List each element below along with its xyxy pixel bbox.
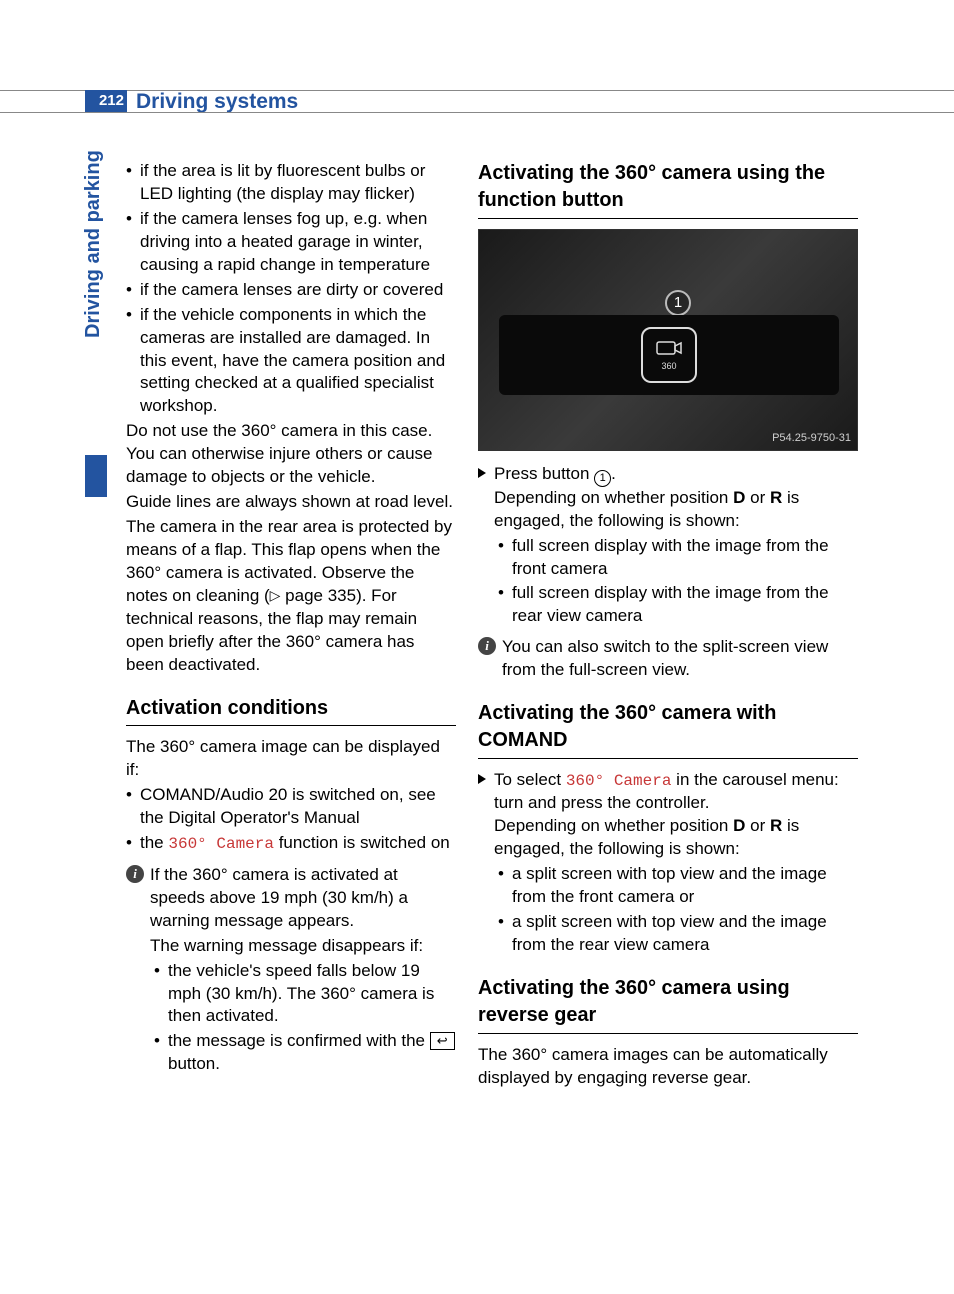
section-heading: Activating the 360° camera using the fun…	[478, 160, 858, 219]
note-list: the vehicle's speed falls below 19 mph (…	[150, 960, 456, 1077]
list-item: if the camera lenses are dirty or covere…	[126, 279, 456, 302]
image-caption: P54.25-9750-31	[772, 431, 851, 446]
section-heading: Activating the 360° camera using reverse…	[478, 975, 858, 1034]
text-run: the message is confirmed with the	[168, 1031, 430, 1050]
page-number: 212	[85, 90, 127, 112]
info-icon: i	[126, 865, 144, 883]
section-heading: Activation conditions	[126, 695, 456, 727]
gear-r: R	[770, 488, 782, 507]
list-item: the 360° Camera function is switched on	[126, 832, 456, 856]
text-run: .	[611, 464, 616, 483]
instruction-step: To select 360° Camera in the carousel me…	[478, 769, 858, 861]
list-item: if the area is lit by fluorescent bulbs …	[126, 160, 456, 206]
conditions-list: if the area is lit by fluorescent bulbs …	[126, 160, 456, 418]
list-item: a split screen with top view and the ima…	[494, 911, 858, 957]
body-text: Do not use the 360° camera in this case.…	[126, 420, 456, 489]
camera-svg-icon	[655, 337, 683, 357]
gear-d: D	[733, 816, 745, 835]
list-item: full screen display with the image from …	[494, 535, 858, 581]
list-item: a split screen with top view and the ima…	[494, 863, 858, 909]
camera-icon: 360	[641, 327, 697, 383]
section-heading: Activating the 360° camera with COMAND	[478, 700, 858, 759]
text-run: Depending on whether position	[494, 816, 733, 835]
info-note: i You can also switch to the split-scree…	[478, 636, 858, 682]
header-rule-bottom	[0, 112, 954, 113]
note-text: The warning message disappears if:	[150, 935, 456, 958]
list-item: full screen display with the image from …	[494, 582, 858, 628]
xref-text: page 335	[285, 586, 356, 605]
info-icon: i	[478, 637, 496, 655]
note-text: If the 360° camera is activated at speed…	[150, 864, 456, 933]
side-tab-label: Driving and parking	[80, 138, 107, 338]
list-item: the vehicle's speed falls below 19 mph (…	[150, 960, 456, 1029]
menu-option-text: 360° Camera	[566, 772, 672, 790]
info-note: i If the 360° camera is activated at spe…	[126, 864, 456, 1076]
xref-icon: ▷	[270, 587, 281, 603]
text-run: Press button	[494, 464, 594, 483]
gear-d: D	[733, 488, 745, 507]
step-marker-icon	[478, 468, 486, 478]
side-tab-marker	[85, 455, 107, 497]
text-run: or	[745, 816, 770, 835]
note-text: You can also switch to the split-screen …	[502, 637, 828, 679]
dashboard-display: 360	[499, 315, 839, 395]
gear-r: R	[770, 816, 782, 835]
text-run: To select	[494, 770, 566, 789]
list-item: if the vehicle components in which the c…	[126, 304, 456, 419]
callout-number: 1	[665, 290, 691, 316]
body-text: The camera in the rear area is protected…	[126, 516, 456, 677]
list-item: COMAND/Audio 20 is switched on, see the …	[126, 784, 456, 830]
body-text: The 360° camera image can be displayed i…	[126, 736, 456, 782]
instruction-step: Press button 1. Depending on whether pos…	[478, 463, 858, 533]
text-run: or	[745, 488, 770, 507]
menu-option-text: 360° Camera	[168, 835, 274, 853]
dashboard-photo: 1 360 P54.25-9750-31	[478, 229, 858, 451]
camera-label: 360	[661, 360, 676, 372]
text-run: function is switched on	[274, 833, 450, 852]
activation-list: COMAND/Audio 20 is switched on, see the …	[126, 784, 456, 855]
result-list: full screen display with the image from …	[494, 535, 858, 629]
step-marker-icon	[478, 774, 486, 784]
text-run: Depending on whether position	[494, 488, 733, 507]
list-item: if the camera lenses fog up, e.g. when d…	[126, 208, 456, 277]
back-button-icon: ↩	[430, 1032, 455, 1050]
body-text: The 360° camera images can be automatica…	[478, 1044, 858, 1090]
left-column: if the area is lit by fluorescent bulbs …	[126, 160, 456, 1078]
result-list: a split screen with top view and the ima…	[494, 863, 858, 957]
right-column: Activating the 360° camera using the fun…	[478, 160, 858, 1092]
text-run: the	[140, 833, 168, 852]
body-text: Guide lines are always shown at road lev…	[126, 491, 456, 514]
callout-ref: 1	[594, 470, 611, 487]
list-item: the message is confirmed with the ↩ butt…	[150, 1030, 456, 1076]
text-run: button.	[168, 1054, 220, 1073]
